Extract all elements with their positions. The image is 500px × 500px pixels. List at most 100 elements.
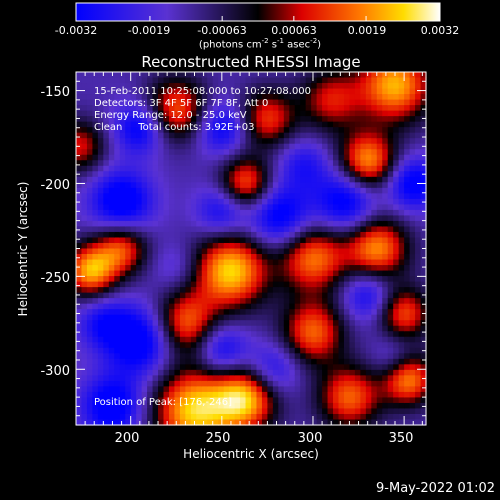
heatmap-cell [86,143,94,150]
heatmap-cell [404,138,411,145]
heatmap-cell [218,270,225,277]
heatmap-cell [119,198,126,205]
heatmap-cell [152,110,159,117]
heatmap-cell [130,242,137,250]
heatmap-cell [261,259,269,266]
heatmap-cell [322,353,329,360]
heatmap-cell [130,182,137,189]
heatmap-cell [376,413,383,421]
heatmap-cell [163,127,170,134]
heatmap-cell [305,331,312,338]
heatmap-cell [229,331,236,338]
heatmap-cell [267,83,274,90]
heatmap-cell [382,259,389,266]
heatmap-cell [245,342,252,349]
heatmap-cell [108,127,115,134]
heatmap-cell [322,413,329,421]
heatmap-cell [158,413,165,421]
heatmap-cell [371,176,378,183]
heatmap-cell [130,386,137,393]
heatmap-cell [163,121,170,128]
heatmap-cell [158,276,165,283]
heatmap-cell [152,309,159,316]
heatmap-cell [343,309,351,316]
heatmap-cell [409,149,416,156]
heatmap-cell [256,171,263,178]
heatmap-cell [316,391,323,399]
heatmap-cell [360,331,367,338]
heatmap-cell [371,270,378,277]
heatmap-cell [261,320,269,327]
heatmap-cell [114,281,121,288]
heatmap-cell [409,94,416,101]
heatmap-cell [76,88,83,95]
heatmap-cell [125,132,132,139]
heatmap-cell [261,287,269,294]
heatmap-cell [409,182,416,189]
heatmap-cell [212,72,219,79]
heatmap-cell [229,83,236,90]
heatmap-cell [365,342,372,349]
heatmap-cell [256,276,263,283]
heatmap-cell [387,259,394,266]
heatmap-cell [272,88,279,95]
heatmap-cell [365,287,372,294]
heatmap-cell [212,193,219,200]
heatmap-cell [97,336,104,343]
heatmap-cell [267,226,274,233]
heatmap-cell [294,386,301,393]
heatmap-cell [387,171,394,178]
heatmap-cell [130,397,137,404]
heatmap-cell [212,325,219,332]
heatmap-cell [360,176,367,183]
heatmap-cell [387,314,394,321]
heatmap-cell [289,325,296,332]
heatmap-cell [415,231,422,239]
heatmap-cell [338,215,345,222]
heatmap-cell [409,160,416,167]
heatmap-cell [300,242,307,250]
heatmap-cell [240,369,247,376]
heatmap-cell [343,193,351,200]
heatmap-cell [158,209,165,217]
heatmap-cell [218,132,225,139]
heatmap-cell [294,154,301,161]
heatmap-cell [382,386,389,393]
heatmap-cell [420,242,427,250]
heatmap-cell [179,88,186,95]
heatmap-cell [152,265,159,272]
heatmap-cell [371,105,378,112]
heatmap-cell [86,83,94,90]
heatmap-cell [141,187,148,194]
heatmap-cell [251,99,258,106]
heatmap-cell [371,72,378,79]
heatmap-cell [185,121,192,128]
heatmap-cell [201,265,208,272]
heatmap-cell [229,292,236,299]
heatmap-cell [152,347,159,354]
heatmap-cell [229,165,236,172]
heatmap-cell [404,314,411,321]
heatmap-cell [354,231,361,239]
heatmap-cell [322,165,329,172]
heatmap-cell [272,110,279,117]
heatmap-cell [398,160,405,167]
heatmap-cell [190,292,197,299]
heatmap-cell [136,99,143,106]
heatmap-cell [267,204,274,211]
heatmap-cell [382,154,389,161]
heatmap-cell [130,110,137,117]
heatmap-cell [409,369,416,376]
heatmap-cell [136,413,143,421]
heatmap-cell [86,303,94,310]
heatmap-cell [240,413,247,421]
heatmap-cell [256,105,263,112]
heatmap-cell [158,292,165,299]
colorbar-unit-part: ) [317,39,322,51]
heatmap-cell [311,160,318,167]
heatmap-cell [92,347,99,354]
heatmap-cell [223,154,230,161]
heatmap-cell [207,99,214,106]
heatmap-cell [130,375,137,382]
heatmap-cell [223,292,230,299]
